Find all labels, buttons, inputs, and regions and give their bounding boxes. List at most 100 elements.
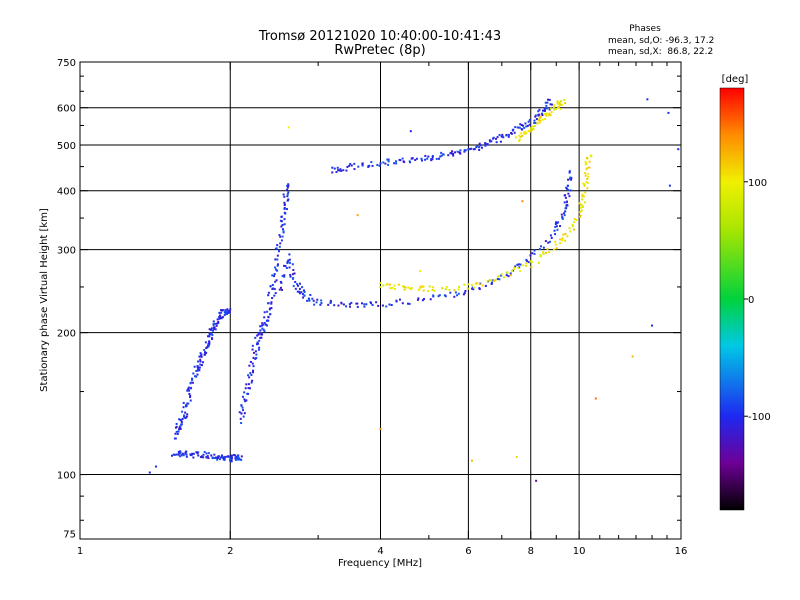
- o-mode-point: [276, 258, 279, 261]
- o-mode-point: [371, 303, 374, 306]
- o-mode-point: [408, 302, 411, 305]
- o-mode-point: [513, 131, 516, 134]
- o-mode-point: [566, 188, 569, 191]
- o-mode-point: [454, 291, 457, 294]
- o-mode-point: [271, 297, 274, 300]
- o-mode-point: [214, 322, 217, 325]
- o-mode-point: [342, 169, 345, 172]
- o-mode-point: [307, 297, 310, 300]
- x-mode-point: [582, 182, 585, 185]
- o-mode-point: [197, 454, 200, 457]
- o-mode-point: [252, 365, 255, 368]
- o-mode-point: [331, 171, 334, 174]
- x-mode-point: [393, 284, 396, 287]
- o-mode-point: [278, 249, 281, 252]
- o-mode-point: [363, 305, 366, 308]
- o-mode-point: [301, 286, 304, 289]
- o-mode-point: [292, 277, 295, 280]
- o-mode-point: [271, 283, 274, 286]
- x-mode-point: [428, 285, 431, 288]
- o-mode-point: [546, 101, 549, 104]
- o-mode-point: [286, 188, 289, 191]
- o-mode-point: [276, 269, 279, 272]
- o-mode-point: [178, 451, 181, 454]
- o-mode-point: [296, 283, 299, 286]
- o-mode-point: [281, 223, 284, 226]
- o-mode-point: [283, 274, 286, 277]
- o-mode-point: [356, 302, 359, 305]
- o-mode-point: [200, 364, 203, 367]
- x-mode-point: [486, 279, 489, 282]
- o-mode-point: [311, 297, 314, 300]
- o-mode-point: [438, 157, 441, 160]
- o-mode-point: [257, 342, 260, 345]
- x-mode-point: [420, 285, 423, 288]
- o-mode-point: [431, 156, 434, 159]
- o-mode-point: [414, 159, 417, 162]
- o-mode-point: [329, 301, 332, 304]
- x-mode-point: [401, 285, 404, 288]
- o-mode-point: [564, 194, 567, 197]
- o-mode-point: [224, 313, 227, 316]
- x-mode-point: [529, 260, 532, 263]
- o-mode-point: [280, 286, 283, 289]
- o-mode-point: [217, 455, 220, 458]
- o-mode-point: [484, 142, 487, 145]
- x-mode-point: [584, 201, 587, 204]
- o-mode-point: [510, 132, 513, 135]
- o-mode-point: [387, 158, 390, 161]
- o-mode-point: [327, 303, 330, 306]
- o-mode-point: [248, 364, 251, 367]
- o-mode-point: [175, 453, 178, 456]
- o-mode-point: [546, 107, 549, 110]
- x-mode-point: [580, 209, 583, 212]
- o-mode-point: [229, 308, 232, 311]
- o-mode-point: [353, 162, 356, 165]
- x-mode-point: [431, 288, 434, 291]
- o-mode-point: [507, 135, 510, 138]
- o-mode-point: [309, 293, 312, 296]
- o-mode-point: [538, 248, 541, 251]
- o-mode-point: [263, 311, 266, 314]
- o-mode-point: [539, 245, 542, 248]
- o-mode-point: [370, 302, 373, 305]
- o-mode-point: [280, 239, 283, 242]
- o-mode-point: [240, 412, 243, 415]
- o-mode-point: [451, 150, 454, 153]
- o-mode-point: [266, 310, 269, 313]
- o-mode-point: [219, 316, 222, 319]
- o-mode-point: [183, 414, 186, 417]
- o-mode-point: [518, 266, 521, 269]
- o-mode-point: [548, 108, 551, 111]
- x-mode-point: [549, 107, 552, 110]
- o-mode-point: [213, 457, 216, 460]
- o-mode-point: [280, 220, 283, 223]
- o-mode-point: [500, 274, 503, 277]
- x-mode-point: [536, 122, 539, 125]
- y-tick-label: 500: [57, 141, 76, 152]
- x-mode-point: [545, 112, 548, 115]
- o-mode-point: [457, 292, 460, 295]
- o-mode-point: [247, 392, 250, 395]
- o-mode-point: [282, 193, 285, 196]
- x-mode-point: [382, 284, 385, 287]
- x-mode-point: [502, 276, 505, 279]
- o-mode-point: [543, 110, 546, 113]
- o-mode-point: [499, 140, 502, 143]
- o-mode-point: [187, 389, 190, 392]
- o-mode-point: [195, 375, 198, 378]
- x-mode-point: [494, 279, 497, 282]
- x-mode-point: [490, 279, 493, 282]
- o-mode-point: [337, 169, 340, 172]
- o-mode-point: [285, 208, 288, 211]
- o-mode-point: [244, 387, 247, 390]
- o-mode-point: [271, 274, 274, 277]
- o-mode-point: [256, 341, 259, 344]
- o-mode-point: [426, 157, 429, 160]
- o-mode-point: [519, 123, 522, 126]
- o-mode-point: [525, 125, 528, 128]
- o-mode-point: [361, 164, 364, 167]
- x-mode-point: [394, 287, 397, 290]
- o-mode-point: [195, 451, 198, 454]
- o-mode-point: [189, 453, 192, 456]
